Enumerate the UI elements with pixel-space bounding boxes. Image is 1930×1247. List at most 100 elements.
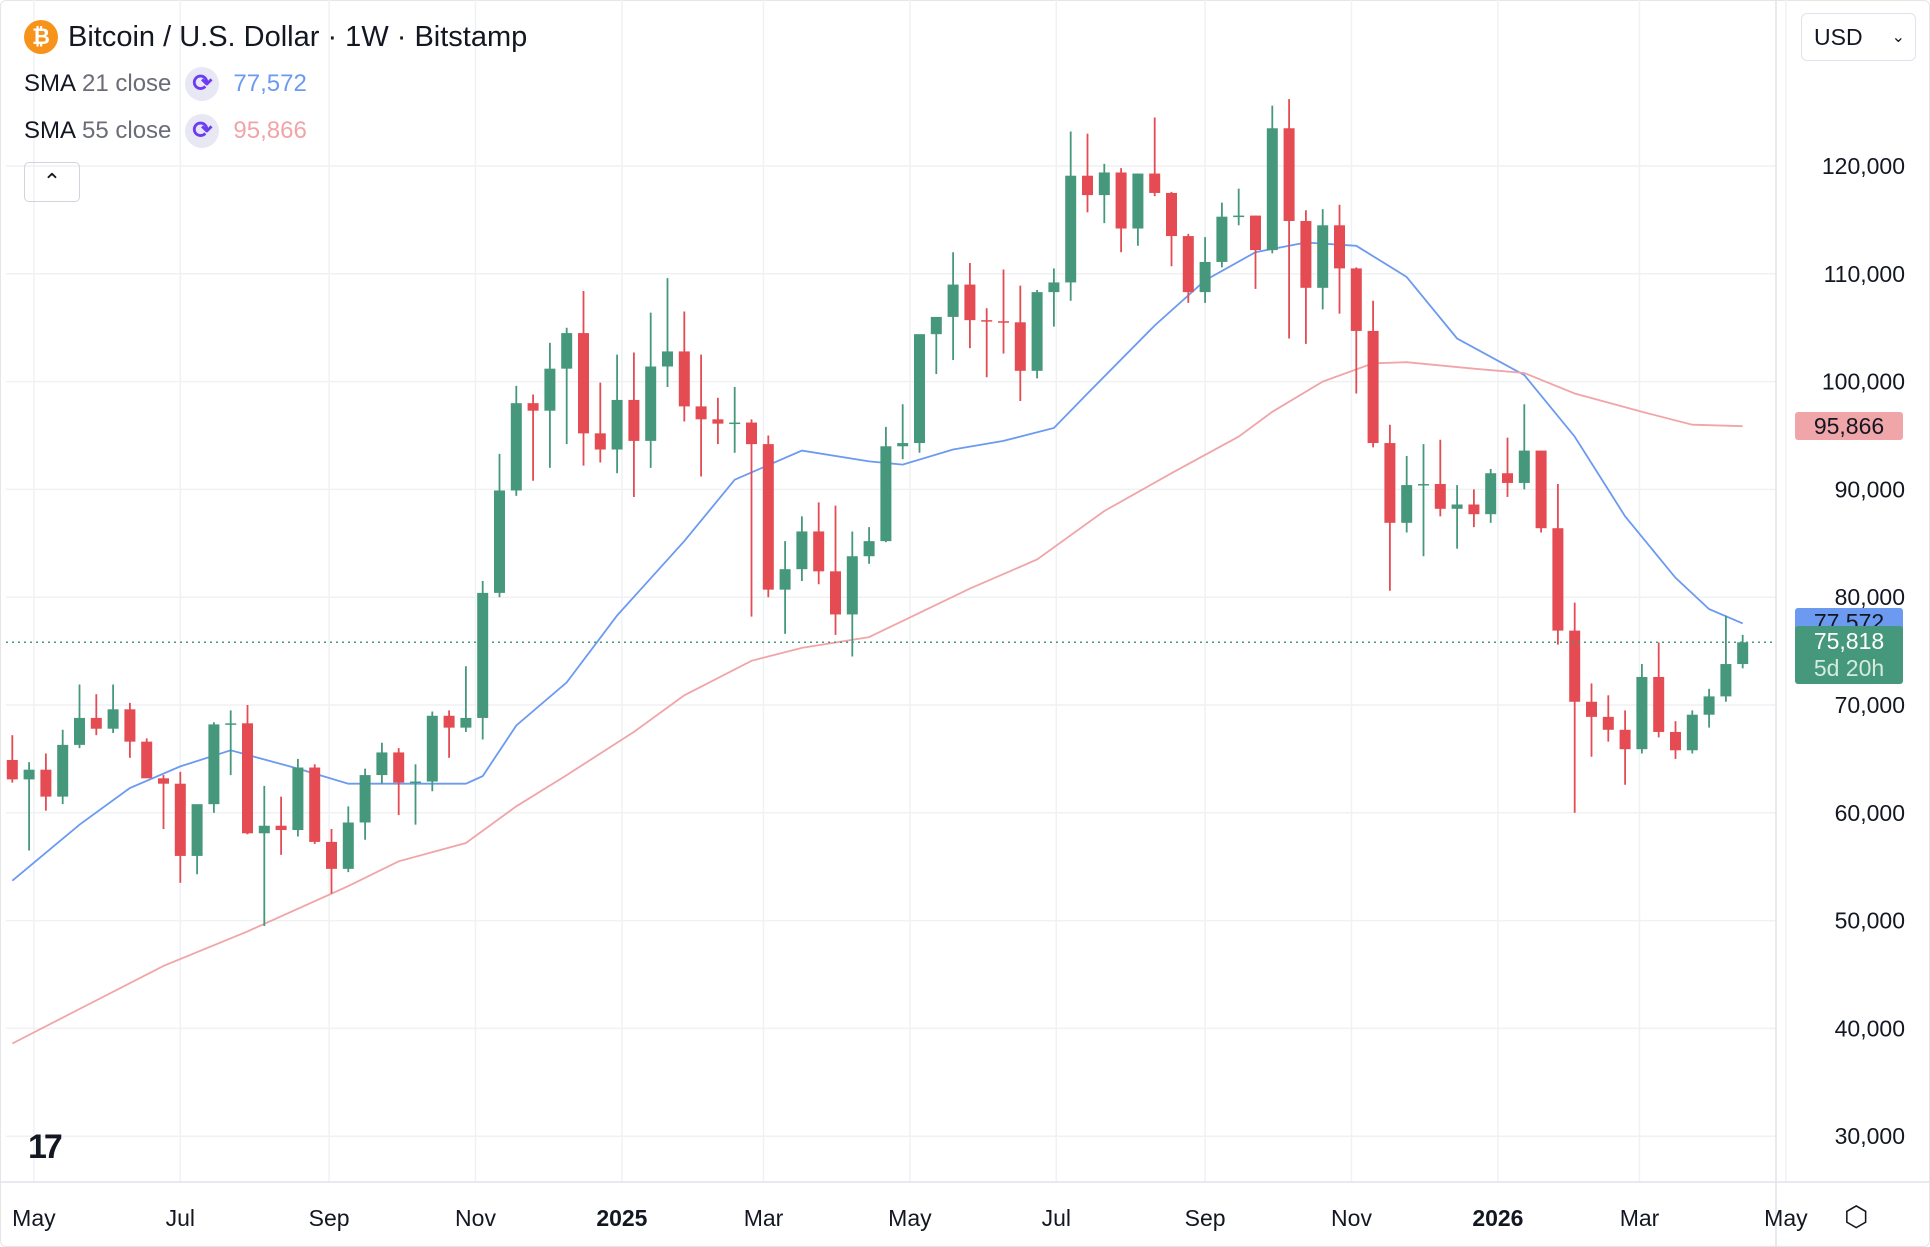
candle (1502, 437, 1513, 497)
candle-body (477, 592, 489, 718)
candle (460, 666, 472, 732)
sync-icon[interactable]: ⟳ (185, 113, 220, 148)
candle-body (191, 804, 203, 856)
candle (191, 804, 203, 875)
candle (1434, 439, 1446, 517)
candle-body (342, 822, 354, 869)
candle (208, 722, 220, 813)
candle (1233, 188, 1245, 226)
candle (1132, 173, 1144, 246)
candle (376, 742, 388, 784)
currency-label: USD (1814, 23, 1863, 50)
candle-body (998, 321, 1009, 323)
candle-body (40, 769, 52, 797)
candle-body (393, 752, 405, 783)
candle-body (275, 825, 287, 831)
candle-body (1233, 215, 1245, 218)
candle (393, 748, 405, 815)
candle (1031, 289, 1043, 379)
candle (796, 516, 808, 582)
candle-body (981, 320, 993, 322)
candle (1653, 642, 1665, 738)
candle (174, 771, 186, 883)
candle (1149, 117, 1161, 197)
candle (1350, 267, 1362, 394)
candle-body (1670, 731, 1681, 751)
candle-body (1384, 443, 1396, 523)
chevron-up-icon: ⌃ (42, 169, 62, 194)
x-tick-label: Mar (744, 1205, 784, 1231)
candle-body (1552, 528, 1564, 631)
candle-body (1250, 215, 1261, 251)
candle (40, 753, 52, 811)
candle-body (1199, 261, 1211, 293)
candle (964, 263, 976, 349)
y-tick-label: 70,000 (1835, 692, 1905, 718)
candle (846, 531, 858, 657)
candle-body (158, 778, 169, 784)
candle (611, 354, 623, 474)
candle (1602, 695, 1614, 742)
candle-body (1014, 322, 1026, 371)
indicator-sma-55[interactable]: SMA 55 close ⟳ 95,866 (24, 107, 527, 154)
candle-body (225, 723, 237, 725)
indicator-sma-21[interactable]: SMA 21 close ⟳ 77,572 (24, 60, 527, 107)
candle-body (1434, 484, 1446, 509)
tradingview-logo[interactable]: 17 (28, 1128, 63, 1166)
last-price: 75,818 (1813, 628, 1885, 655)
candle (1300, 210, 1312, 344)
sma21-line (11, 241, 1744, 882)
candle-body (678, 351, 690, 407)
candle-body (712, 419, 724, 424)
y-tick-label: 100,000 (1822, 369, 1905, 395)
collapse-legend-button[interactable]: ⌃ (24, 162, 80, 202)
candle-body (1485, 473, 1497, 515)
candle (141, 738, 153, 779)
symbol-title[interactable]: ₿ Bitcoin / U.S. Dollar · 1W · Bitstamp (24, 14, 527, 60)
candle-body (695, 406, 707, 420)
candle-body (258, 825, 270, 834)
candle-body (1502, 473, 1513, 483)
x-tick-label: 2026 (1472, 1205, 1523, 1231)
candle (1216, 202, 1228, 268)
y-tick-label: 40,000 (1835, 1015, 1905, 1041)
indicator-params: 21 close (82, 69, 172, 97)
candle (124, 702, 136, 758)
candle (1317, 209, 1329, 310)
settings-icon[interactable]: ⬡ (1844, 1201, 1869, 1232)
candle (1401, 455, 1413, 533)
chevron-down-icon: ⌄ (1891, 29, 1905, 46)
candle (225, 710, 237, 776)
candle-body (830, 571, 841, 615)
candle-body (1586, 701, 1597, 717)
candle (1082, 133, 1093, 213)
candle (158, 775, 169, 829)
x-tick-label: May (12, 1205, 56, 1231)
sma55-price-tag: 95,866 (1795, 412, 1903, 441)
candle (1182, 233, 1194, 303)
candle-body (6, 759, 18, 780)
candle (830, 505, 841, 635)
y-tick-label: 110,000 (1824, 261, 1905, 287)
candle (527, 394, 539, 481)
candle (1418, 444, 1429, 557)
candle-body (1182, 236, 1194, 293)
candle-body (141, 741, 153, 779)
candle (813, 502, 825, 585)
candle-body (426, 715, 438, 782)
y-tick-label: 90,000 (1835, 476, 1905, 502)
y-tick-label: 60,000 (1835, 800, 1905, 826)
sync-icon[interactable]: ⟳ (185, 66, 220, 101)
candle (947, 252, 959, 361)
candle-body (846, 556, 858, 615)
candle (1535, 450, 1547, 533)
candle-body (964, 284, 976, 321)
currency-select[interactable]: USD ⌄ (1801, 13, 1916, 61)
candle-body (1418, 484, 1429, 486)
x-tick-label: Nov (455, 1205, 496, 1231)
candle (746, 419, 757, 617)
candle (1451, 485, 1463, 549)
candle-body (645, 366, 657, 441)
candle-body (1149, 173, 1161, 193)
